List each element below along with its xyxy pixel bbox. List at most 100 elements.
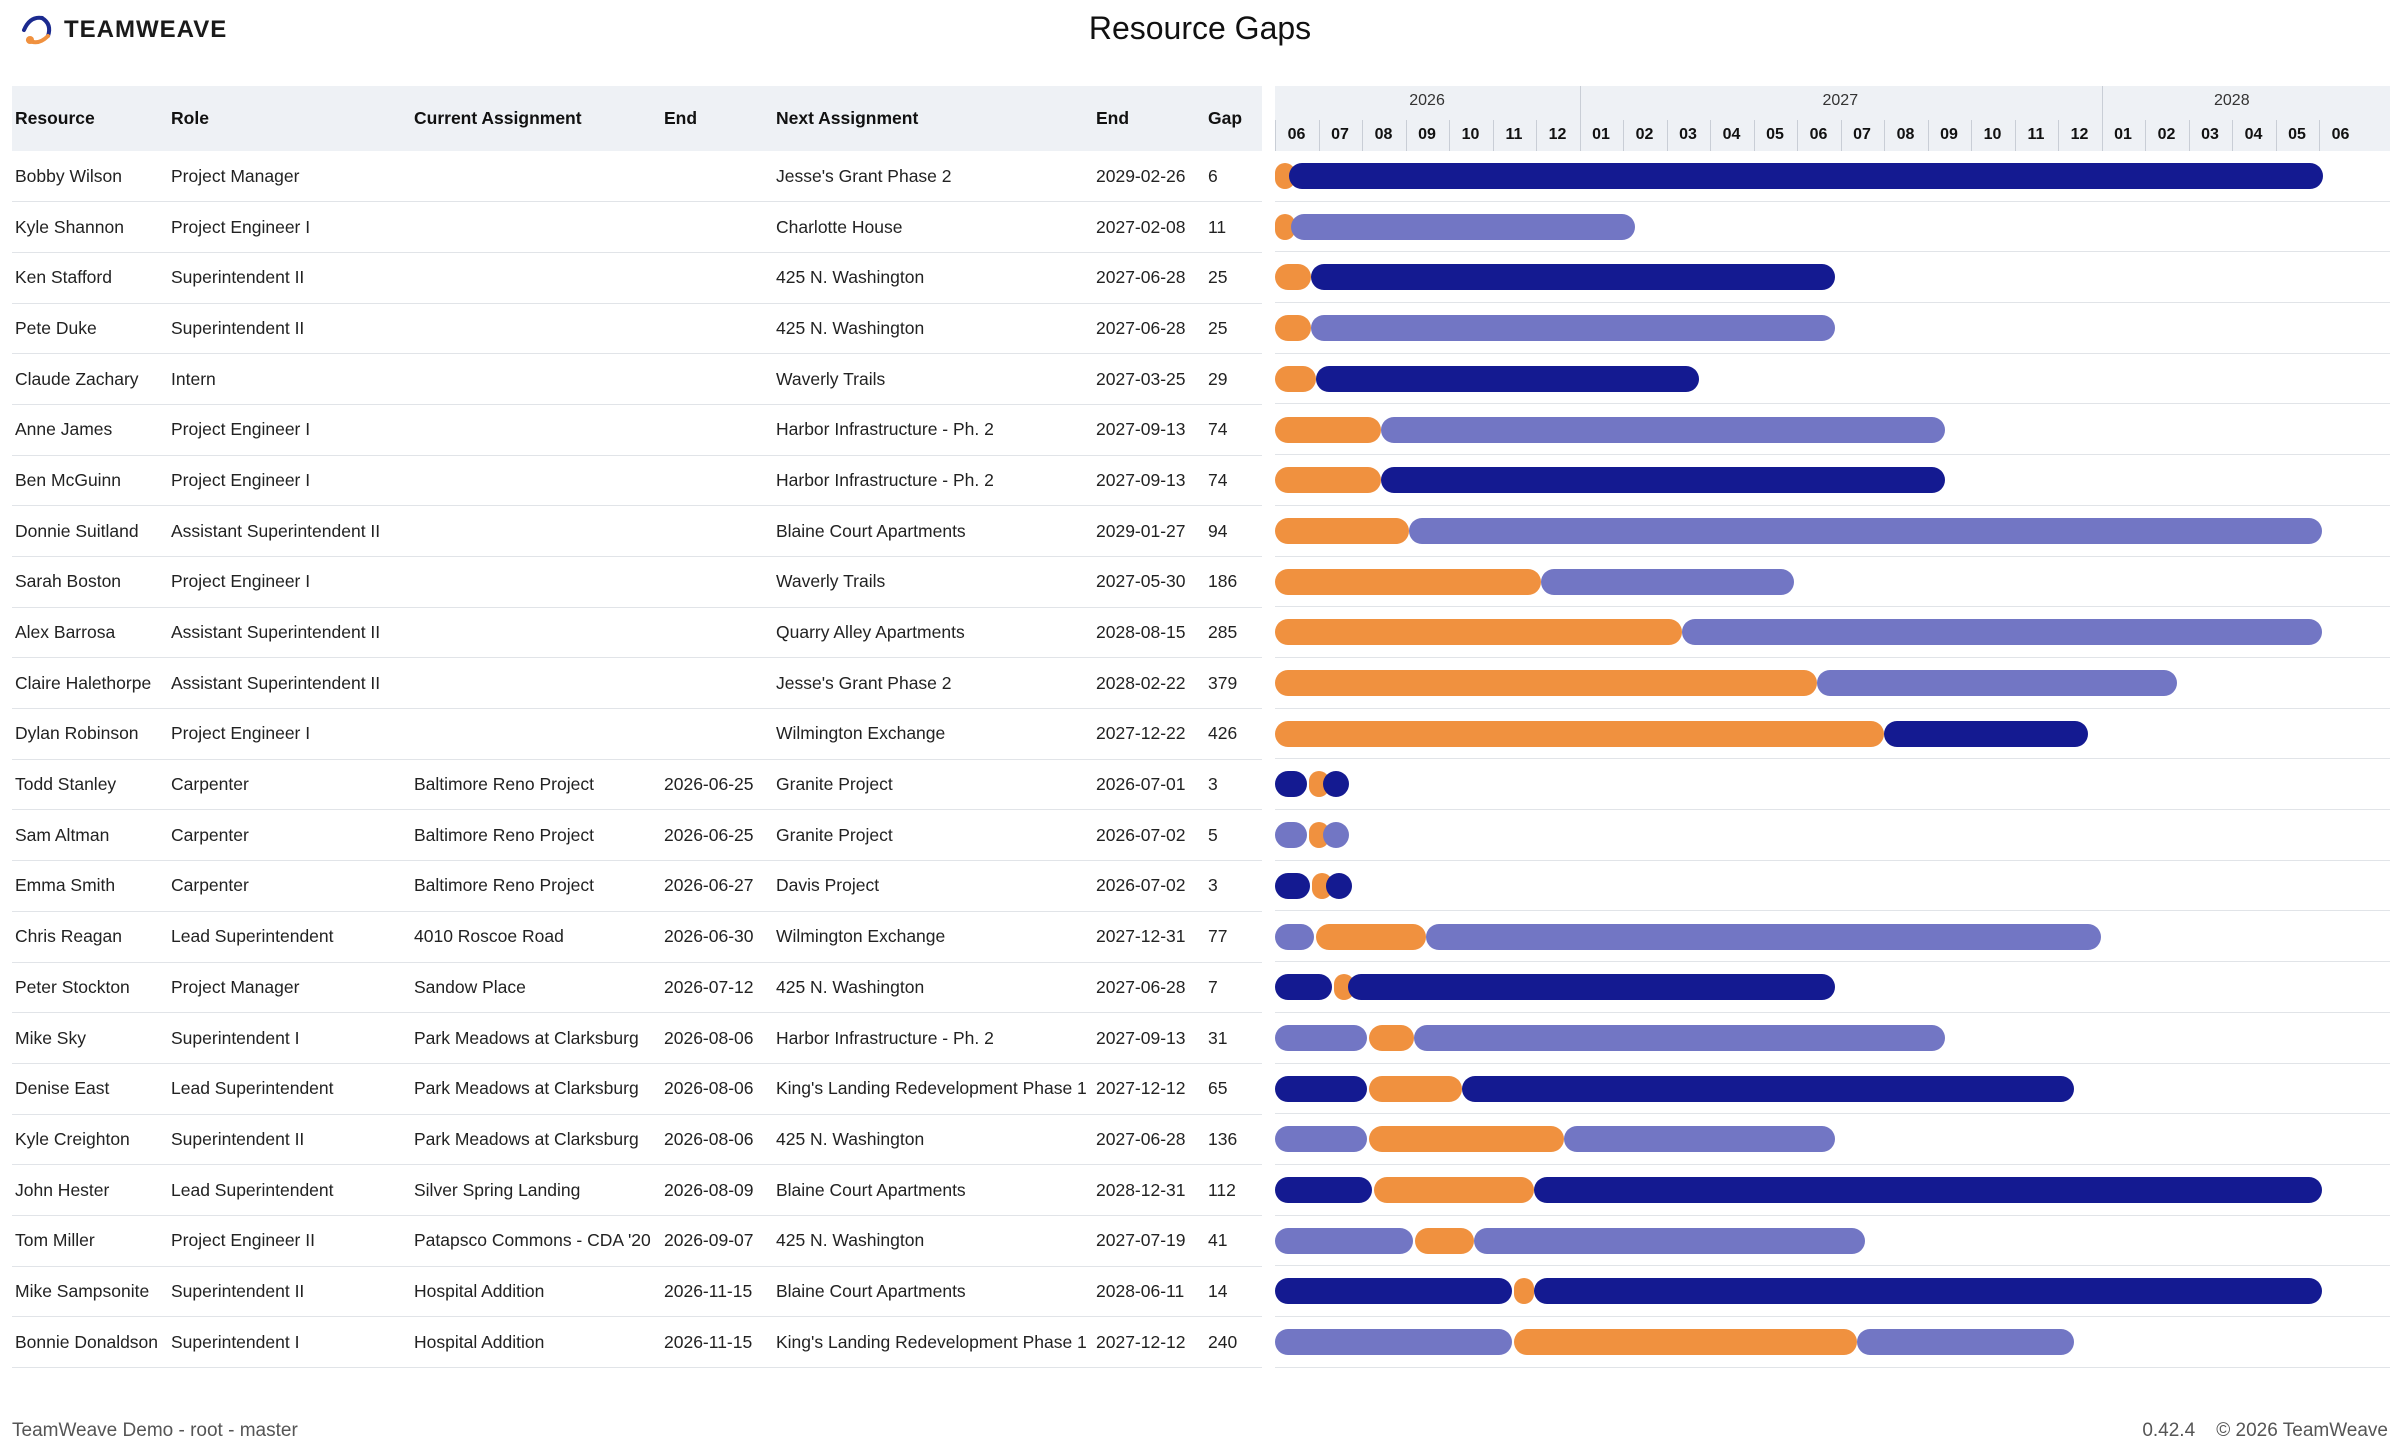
resource-cell: John Hester xyxy=(12,1164,168,1216)
table-row[interactable]: Bonnie Donaldson Superintendent I Hospital… xyxy=(12,1316,1262,1368)
timeline-row xyxy=(1275,1317,2390,1368)
gap-bar[interactable] xyxy=(1275,467,1381,494)
column-header-current-end[interactable]: End xyxy=(661,86,773,151)
column-header-resource[interactable]: Resource xyxy=(12,86,168,151)
column-header-gap[interactable]: Gap xyxy=(1205,86,1262,151)
next-assignment-bar[interactable] xyxy=(1426,923,2101,950)
table-row[interactable]: Emma Smith Carpenter Baltimore Reno Projec… xyxy=(12,860,1262,912)
gap-bar[interactable] xyxy=(1513,1278,1534,1305)
gap-bar[interactable] xyxy=(1275,213,1295,240)
gap-bar[interactable] xyxy=(1373,1177,1534,1203)
current-assignment-bar[interactable] xyxy=(1275,1024,1368,1051)
gap-bar[interactable] xyxy=(1275,568,1541,595)
next-assignment-bar[interactable] xyxy=(1540,568,1794,595)
gap-bar[interactable] xyxy=(1275,670,1817,696)
current-assignment-bar[interactable] xyxy=(1275,1126,1368,1153)
next-assignment-bar[interactable] xyxy=(1409,517,2323,544)
current-assignment-bar[interactable] xyxy=(1275,822,1308,849)
timeline-month-label: 06 xyxy=(1287,126,1306,143)
next-assignment-bar[interactable] xyxy=(1310,315,1836,342)
next-assignment-cell: Blaine Court Apartments xyxy=(773,505,1093,557)
table-row[interactable]: Denise East Lead Superintendent Park Meado… xyxy=(12,1063,1262,1115)
table-row[interactable]: Mike Sampsonite Superintendent II Hospital… xyxy=(12,1266,1262,1318)
current-assignment-bar[interactable] xyxy=(1275,923,1315,950)
current-assignment-bar[interactable] xyxy=(1275,872,1311,899)
next-assignment-bar[interactable] xyxy=(1533,1278,2323,1305)
table-row[interactable]: Bobby Wilson Project Manager Jesse's Grant… xyxy=(12,151,1262,203)
table-row[interactable]: Sarah Boston Project Engineer I Waverly Tr… xyxy=(12,556,1262,608)
timeline-month-separator xyxy=(2275,120,2277,151)
next-assignment-bar[interactable] xyxy=(1816,670,2177,696)
current-assignment-bar[interactable] xyxy=(1275,974,1332,1001)
next-assignment-bar[interactable] xyxy=(1563,1126,1836,1153)
timeline-month-label: 10 xyxy=(1461,126,1480,143)
column-header-role[interactable]: Role xyxy=(168,86,411,151)
table-row[interactable]: Ben McGuinn Project Engineer I Harbor Infr… xyxy=(12,455,1262,507)
current-end-cell: 2026-06-25 xyxy=(661,759,773,811)
table-row[interactable]: John Hester Lead Superintendent Silver Spr… xyxy=(12,1164,1262,1216)
gap-bar[interactable] xyxy=(1415,1227,1474,1254)
next-assignment-bar[interactable] xyxy=(1323,771,1350,798)
next-assignment-bar[interactable] xyxy=(1316,365,1700,392)
table-row[interactable]: Tom Miller Project Engineer II Patapsco Co… xyxy=(12,1215,1262,1267)
gap-bar[interactable] xyxy=(1369,1024,1414,1051)
current-assignment-bar[interactable] xyxy=(1275,1075,1368,1102)
column-header-next-end[interactable]: End xyxy=(1093,86,1205,151)
current-assignment-bar[interactable] xyxy=(1275,1227,1414,1254)
gap-bar[interactable] xyxy=(1275,315,1311,342)
next-assignment-bar[interactable] xyxy=(1290,213,1636,240)
table-row[interactable]: Sam Altman Carpenter Baltimore Reno Projec… xyxy=(12,809,1262,862)
gap-bar[interactable] xyxy=(1275,517,1410,544)
gap-bar[interactable] xyxy=(1369,1075,1463,1102)
table-row[interactable]: Alex Barrosa Assistant Superintendent II Q… xyxy=(12,607,1262,659)
next-assignment-bar[interactable] xyxy=(1310,264,1836,291)
gap-bar[interactable] xyxy=(1513,1329,1857,1356)
next-assignment-bar[interactable] xyxy=(1326,872,1353,899)
table-row[interactable]: Ken Stafford Superintendent II 425 N. Wash… xyxy=(12,252,1262,304)
table-row[interactable]: Donnie Suitland Assistant Superintendent … xyxy=(12,505,1262,557)
next-assignment-bar[interactable] xyxy=(1473,1227,1866,1254)
next-end-cell: 2028-02-22 xyxy=(1093,657,1205,710)
next-assignment-bar[interactable] xyxy=(1462,1075,2074,1102)
table-row[interactable]: Anne James Project Engineer I Harbor Infra… xyxy=(12,404,1262,456)
column-header-next-assignment[interactable]: Next Assignment xyxy=(773,86,1093,151)
gap-bar[interactable] xyxy=(1275,720,1884,747)
next-assignment-bar[interactable] xyxy=(1380,416,1946,443)
table-row[interactable]: Dylan Robinson Project Engineer I Wilmingt… xyxy=(12,708,1262,760)
next-assignment-bar[interactable] xyxy=(1347,974,1836,1001)
gap-bar[interactable] xyxy=(1316,923,1427,950)
gap-bar[interactable] xyxy=(1275,264,1311,291)
gap-bar[interactable] xyxy=(1275,365,1317,392)
table-row[interactable]: Todd Stanley Carpenter Baltimore Reno Proj… xyxy=(12,759,1262,811)
gap-bar[interactable] xyxy=(1275,416,1381,443)
next-assignment-bar[interactable] xyxy=(1413,1024,1946,1051)
next-assignment-bar[interactable] xyxy=(1289,163,2323,189)
table-row[interactable]: Kyle Creighton Superintendent II Park Mead… xyxy=(12,1114,1262,1166)
current-assignment-cell xyxy=(411,303,661,355)
next-assignment-bar[interactable] xyxy=(1856,1329,2074,1356)
resource-cell: Kyle Shannon xyxy=(12,201,168,253)
logo[interactable]: TEAMWEAVE xyxy=(18,10,227,50)
current-assignment-bar[interactable] xyxy=(1275,771,1308,798)
gap-bar[interactable] xyxy=(1275,619,1683,646)
next-assignment-bar[interactable] xyxy=(1323,822,1350,849)
timeline-month-label: 03 xyxy=(2201,126,2219,143)
current-assignment-bar[interactable] xyxy=(1275,1329,1512,1356)
table-row[interactable]: Claire Halethorpe Assistant Superintenden… xyxy=(12,657,1262,710)
next-assignment-cell: Davis Project xyxy=(773,860,1093,912)
table-row[interactable]: Pete Duke Superintendent II 425 N. Washing… xyxy=(12,303,1262,355)
next-assignment-bar[interactable] xyxy=(1682,619,2323,646)
current-assignment-bar[interactable] xyxy=(1275,1278,1512,1305)
next-assignment-bar[interactable] xyxy=(1380,467,1946,494)
table-row[interactable]: Kyle Shannon Project Engineer I Charlotte … xyxy=(12,201,1262,253)
role-cell: Project Engineer I xyxy=(168,455,411,507)
table-row[interactable]: Claude Zachary Intern Waverly Trails 2027-0… xyxy=(12,353,1262,405)
gap-bar[interactable] xyxy=(1369,1126,1564,1153)
column-header-current-assignment[interactable]: Current Assignment xyxy=(411,86,661,151)
table-row[interactable]: Chris Reagan Lead Superintendent 4010 Rosc… xyxy=(12,911,1262,963)
next-assignment-bar[interactable] xyxy=(1533,1177,2323,1203)
table-row[interactable]: Mike Sky Superintendent I Park Meadows at … xyxy=(12,1012,1262,1064)
table-row[interactable]: Peter Stockton Project Manager Sandow Plac… xyxy=(12,962,1262,1014)
current-assignment-bar[interactable] xyxy=(1275,1177,1372,1203)
next-assignment-bar[interactable] xyxy=(1883,720,2089,747)
